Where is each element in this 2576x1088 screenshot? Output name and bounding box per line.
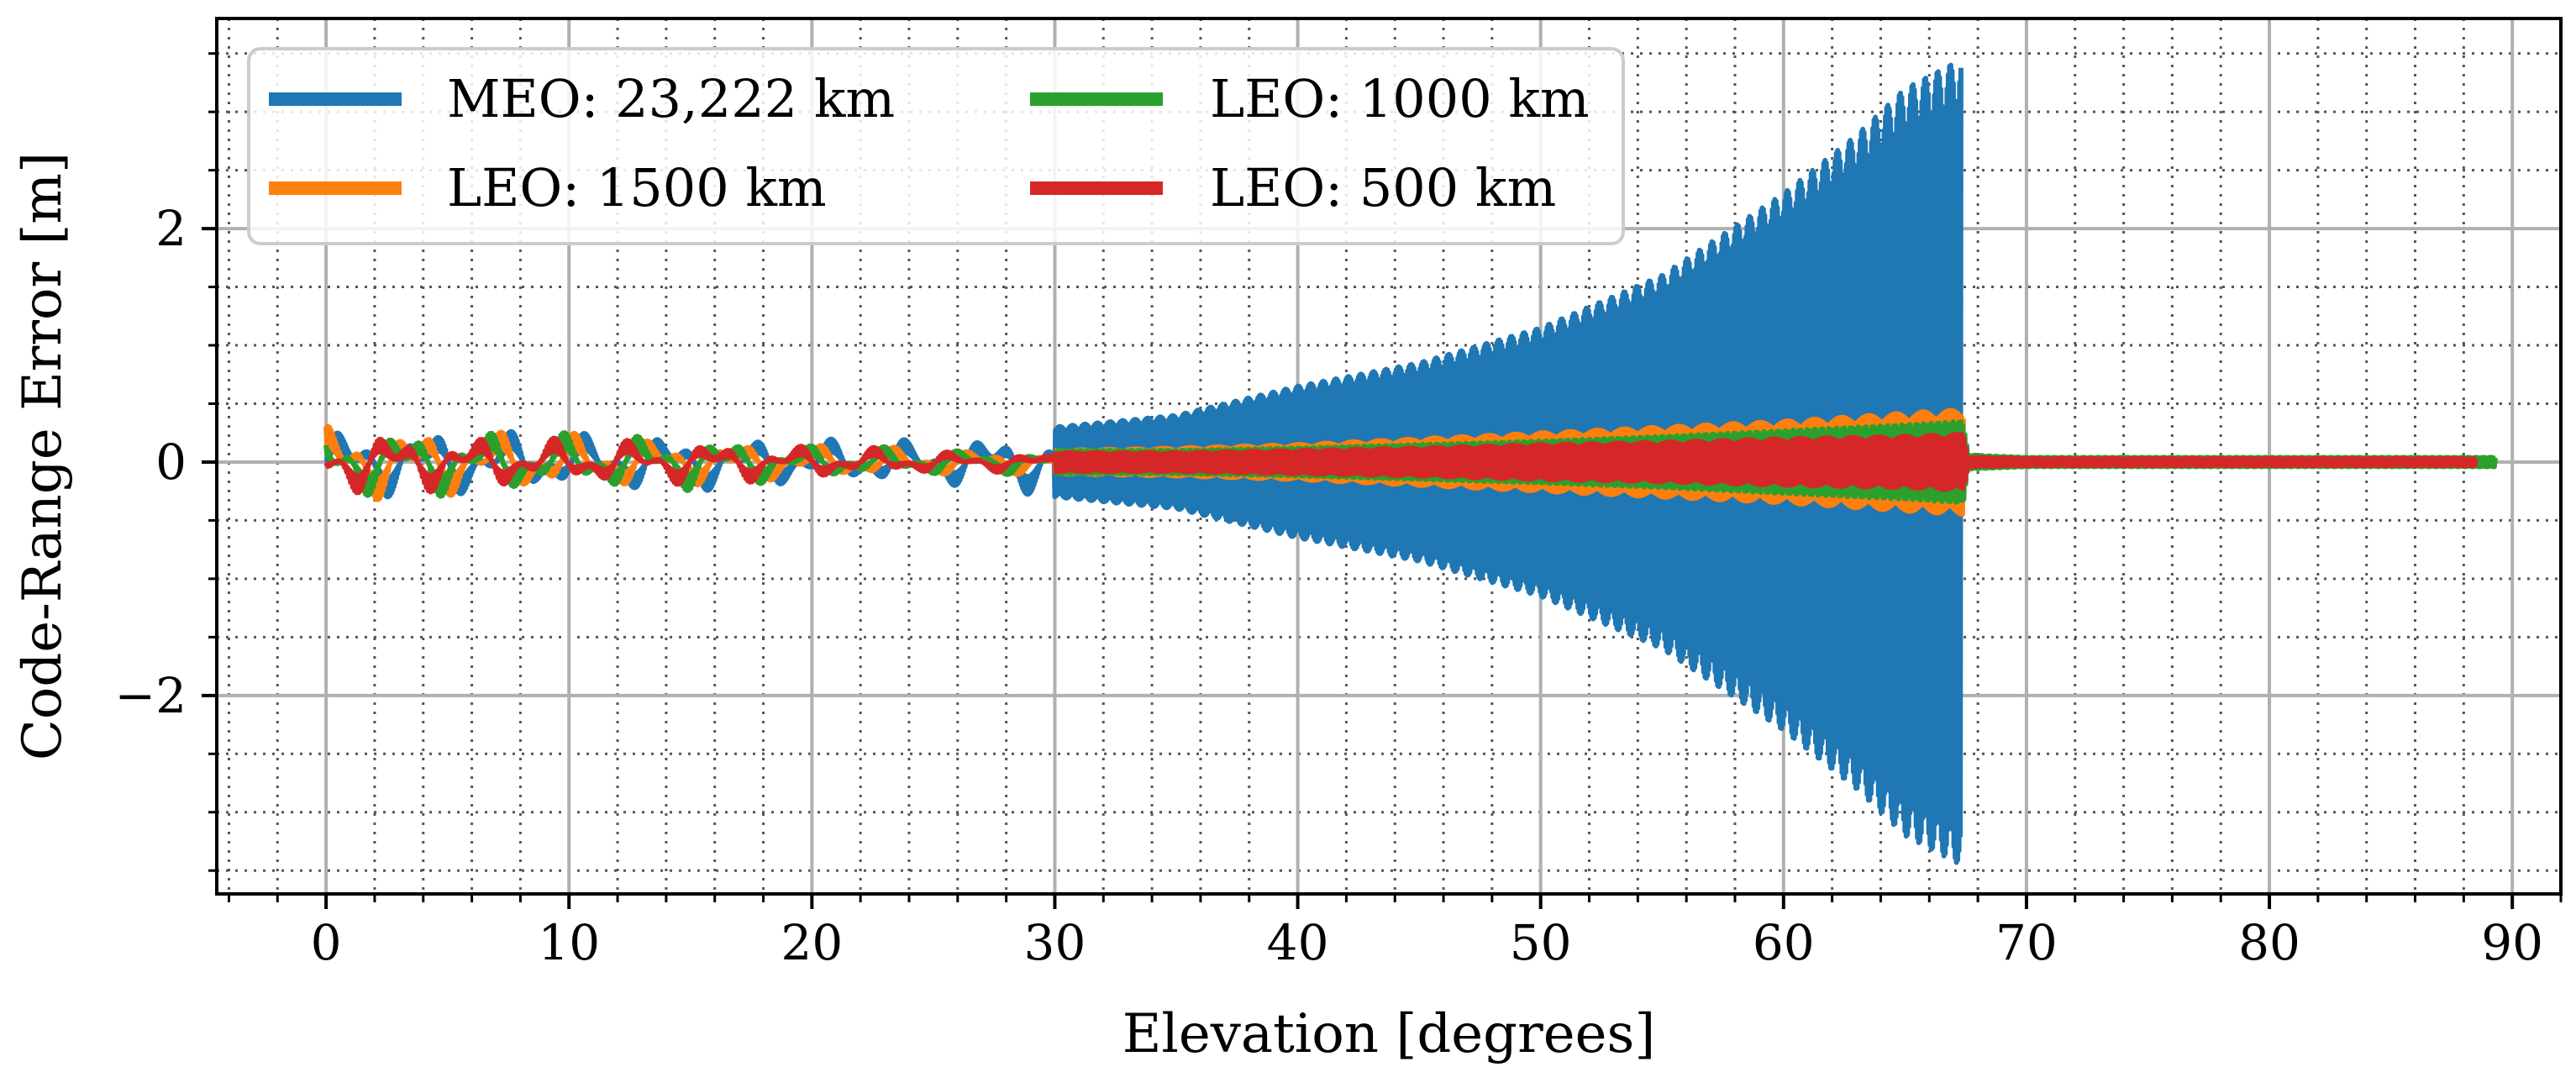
axes-frame [215, 17, 2563, 896]
x-tick-label: 90 [2481, 914, 2543, 971]
x-tick-label: 40 [1267, 914, 1329, 971]
legend-label-meo: MEO: 23,222 km [447, 68, 895, 129]
x-tick-label: 70 [1995, 914, 2058, 971]
legend-entry-meo: MEO: 23,222 km [269, 68, 895, 129]
x-tick-label: 60 [1753, 914, 1815, 971]
legend-label-leo-1000: LEO: 1000 km [1210, 68, 1590, 129]
axis-ticks [202, 52, 2563, 909]
x-axis-title: Elevation [degrees] [1122, 1003, 1656, 1065]
y-tick-label: 0 [155, 434, 187, 491]
y-tick-label: 2 [155, 200, 187, 257]
y-tick-label: −2 [115, 667, 187, 724]
legend-entry-leo-1000: LEO: 1000 km [1030, 68, 1590, 129]
x-tick-label: 0 [311, 914, 342, 971]
legend-label-leo-1500: LEO: 1500 km [447, 157, 827, 218]
legend: MEO: 23,222 km LEO: 1500 km LEO: 1000 km… [247, 47, 1625, 245]
x-tick-label: 50 [1510, 914, 1572, 971]
legend-entry-leo-1500: LEO: 1500 km [269, 157, 827, 218]
x-tick-label: 30 [1024, 914, 1086, 971]
legend-entry-leo-500: LEO: 500 km [1030, 157, 1556, 218]
legend-label-leo-500: LEO: 500 km [1210, 157, 1556, 218]
x-tick-label: 80 [2238, 914, 2300, 971]
x-tick-label: 20 [781, 914, 843, 971]
legend-box [247, 47, 1625, 245]
y-axis-title: Code-Range Error [m] [12, 152, 74, 760]
tick-labels: 0 10 20 30 40 50 60 70 80 90 −2 0 2 [115, 200, 2544, 971]
plot-series [323, 62, 2498, 865]
x-tick-label: 10 [538, 914, 600, 971]
series-line-leo-500 [323, 431, 2479, 496]
